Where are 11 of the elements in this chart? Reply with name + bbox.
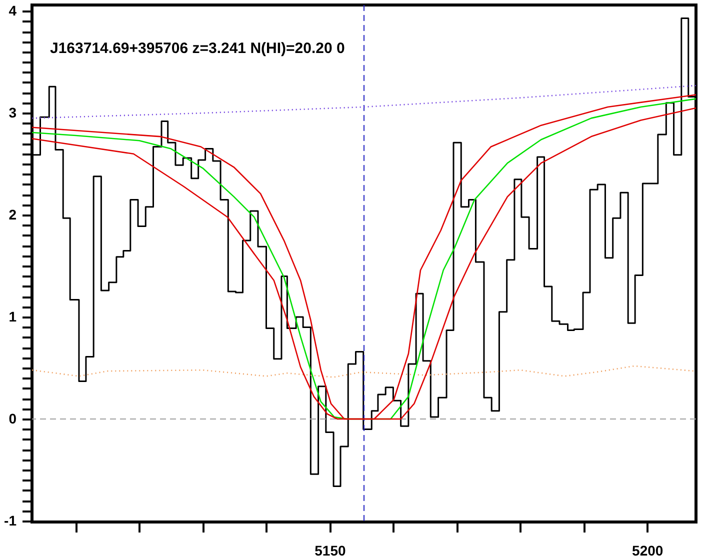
y-tick-label: -1 (4, 512, 17, 528)
y-tick-label: 1 (8, 308, 17, 325)
x-tick-label: 5200 (632, 542, 664, 556)
line-series (32, 84, 696, 119)
y-tick-label: 2 (8, 206, 17, 223)
y-tick-label: 0 (8, 410, 17, 427)
y-tick-label: 3 (8, 104, 17, 121)
text: J163714.69+395706 z=3.241 N(HI)=20.20 0 (50, 40, 345, 57)
y-tick-label: 4 (8, 2, 17, 19)
x-tick-label: 5150 (314, 542, 346, 556)
line-series (32, 365, 696, 378)
